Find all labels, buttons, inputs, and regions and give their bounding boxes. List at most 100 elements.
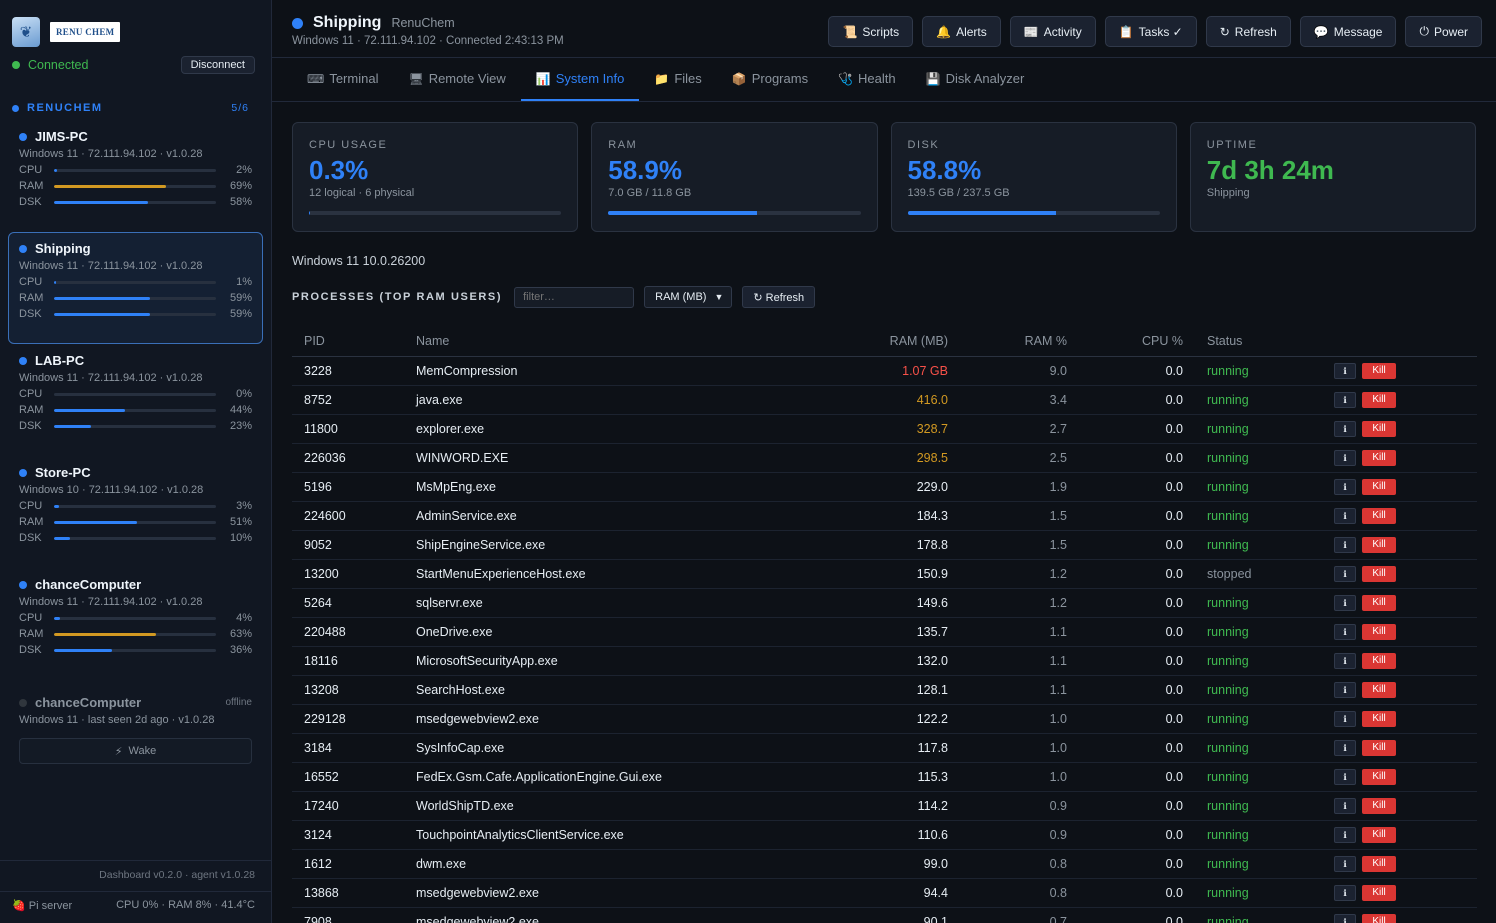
info-button[interactable]: ℹ — [1334, 594, 1356, 611]
kill-button[interactable]: Kill — [1362, 449, 1396, 466]
kill-button[interactable]: Kill — [1362, 768, 1396, 785]
tab-health[interactable]: 🩺 Health — [823, 58, 911, 101]
sort-select[interactable]: RAM (MB) ▼ — [644, 286, 733, 308]
cell-ram: 114.2 — [776, 791, 948, 821]
table-row[interactable]: 220488 OneDrive.exe 135.7 1.1 0.0 runnin… — [292, 617, 1477, 647]
kill-button[interactable]: Kill — [1362, 623, 1396, 640]
table-row[interactable]: 5196 MsMpEng.exe 229.0 1.9 0.0 running ℹ… — [292, 472, 1477, 502]
table-row[interactable]: 13868 msedgewebview2.exe 94.4 0.8 0.0 ru… — [292, 878, 1477, 908]
kill-button[interactable]: Kill — [1362, 884, 1396, 901]
refresh-button[interactable]: ↻ Refresh — [1205, 16, 1291, 47]
table-row[interactable]: 224600 AdminService.exe 184.3 1.5 0.0 ru… — [292, 501, 1477, 531]
ram-card: RAM 58.9% 7.0 GB / 11.8 GB — [591, 122, 878, 232]
info-button[interactable]: ℹ — [1334, 478, 1356, 495]
table-row[interactable]: 1612 dwm.exe 99.0 0.8 0.0 running ℹ Kill — [292, 849, 1477, 879]
kill-button[interactable]: Kill — [1362, 420, 1396, 437]
col-cpu-pct[interactable]: CPU % — [1067, 326, 1183, 357]
kill-button[interactable]: Kill — [1362, 913, 1396, 923]
power-button[interactable]: ⏻ Power — [1405, 16, 1482, 47]
info-button[interactable]: ℹ — [1334, 826, 1356, 843]
cell-ram: 416.0 — [776, 385, 948, 415]
info-button[interactable]: ℹ — [1334, 565, 1356, 582]
cell-actions: ℹ Kill — [1334, 356, 1477, 386]
metric-value: 63% — [229, 628, 252, 640]
online-dot-icon — [19, 580, 27, 589]
kill-button[interactable]: Kill — [1362, 565, 1396, 582]
kill-button[interactable]: Kill — [1362, 478, 1396, 495]
tab-disk-analyzer[interactable]: 💾 Disk Analyzer — [911, 58, 1040, 101]
kill-button[interactable]: Kill — [1362, 797, 1396, 814]
info-button[interactable]: ℹ — [1334, 739, 1356, 756]
info-button[interactable]: ℹ — [1334, 768, 1356, 785]
table-row[interactable]: 16552 FedEx.Gsm.Cafe.ApplicationEngine.G… — [292, 762, 1477, 792]
info-button[interactable]: ℹ — [1334, 884, 1356, 901]
info-button[interactable]: ℹ — [1334, 507, 1356, 524]
scripts-button[interactable]: 📜 Scripts — [828, 16, 914, 47]
kill-button[interactable]: Kill — [1362, 536, 1396, 553]
table-row[interactable]: 9052 ShipEngineService.exe 178.8 1.5 0.0… — [292, 530, 1477, 560]
kill-button[interactable]: Kill — [1362, 710, 1396, 727]
col-name[interactable]: Name — [416, 326, 776, 357]
kill-button[interactable]: Kill — [1362, 362, 1396, 379]
info-button[interactable]: ℹ — [1334, 536, 1356, 553]
machine-card-lab-pc[interactable]: LAB-PC Windows 11 · 72.111.94.102 · v1.0… — [8, 344, 263, 456]
info-button[interactable]: ℹ — [1334, 420, 1356, 437]
info-button[interactable]: ℹ — [1334, 391, 1356, 408]
info-button[interactable]: ℹ — [1334, 362, 1356, 379]
kill-button[interactable]: Kill — [1362, 826, 1396, 843]
tab-system-info[interactable]: 📊 System Info — [520, 58, 640, 101]
col-pid[interactable]: PID — [292, 326, 416, 357]
metric-bar — [54, 632, 216, 636]
alerts-button[interactable]: 🔔 Alerts — [922, 16, 1001, 47]
table-row[interactable]: 17240 WorldShipTD.exe 114.2 0.9 0.0 runn… — [292, 791, 1477, 821]
message-button[interactable]: 💬 Message — [1299, 16, 1397, 47]
kill-button[interactable]: Kill — [1362, 739, 1396, 756]
tasks-button[interactable]: 📋 Tasks ✓ — [1104, 16, 1197, 47]
tab-terminal[interactable]: ⌨ Terminal — [292, 58, 393, 101]
cell-pid: 3124 — [292, 820, 416, 850]
table-row[interactable]: 3124 TouchpointAnalyticsClientService.ex… — [292, 820, 1477, 850]
process-filter-input[interactable] — [514, 286, 635, 308]
machine-card-chancecomputer[interactable]: chanceComputer Windows 11 · 72.111.94.10… — [8, 568, 263, 680]
col-status[interactable]: Status — [1183, 326, 1334, 357]
table-row[interactable]: 13208 SearchHost.exe 128.1 1.1 0.0 runni… — [292, 675, 1477, 705]
activity-button[interactable]: 📰 Activity — [1009, 16, 1096, 47]
info-button[interactable]: ℹ — [1334, 652, 1356, 669]
table-row[interactable]: 226036 WINWORD.EXE 298.5 2.5 0.0 running… — [292, 443, 1477, 473]
col-ram-pct[interactable]: RAM % — [948, 326, 1067, 357]
kill-button[interactable]: Kill — [1362, 855, 1396, 872]
tab-remote-view[interactable]: 🖥 Remote View — [393, 58, 520, 101]
kill-button[interactable]: Kill — [1362, 391, 1396, 408]
info-button[interactable]: ℹ — [1334, 913, 1356, 923]
info-button[interactable]: ℹ — [1334, 710, 1356, 727]
kill-button[interactable]: Kill — [1362, 594, 1396, 611]
table-row[interactable]: 3228 MemCompression 1.07 GB 9.0 0.0 runn… — [292, 356, 1477, 386]
machine-card-store-pc[interactable]: Store-PC Windows 10 · 72.111.94.102 · v1… — [8, 456, 263, 568]
machine-card-shipping[interactable]: Shipping Windows 11 · 72.111.94.102 · v1… — [8, 232, 263, 344]
machine-card-offline[interactable]: chanceComputer offline Windows 11 · last… — [8, 686, 263, 775]
table-row[interactable]: 229128 msedgewebview2.exe 122.2 1.0 0.0 … — [292, 704, 1477, 734]
process-refresh-button[interactable]: ↻ Refresh — [742, 286, 816, 308]
kill-button[interactable]: Kill — [1362, 507, 1396, 524]
col-ram[interactable]: RAM (MB) — [776, 326, 948, 357]
table-row[interactable]: 11800 explorer.exe 328.7 2.7 0.0 running… — [292, 414, 1477, 444]
info-button[interactable]: ℹ — [1334, 449, 1356, 466]
group-header[interactable]: RENUCHEM 5/6 — [0, 102, 271, 114]
table-row[interactable]: 7908 msedgewebview2.exe 90.1 0.7 0.0 run… — [292, 907, 1477, 923]
wake-button[interactable]: ⚡ Wake — [19, 738, 252, 764]
table-row[interactable]: 5264 sqlservr.exe 149.6 1.2 0.0 running … — [292, 588, 1477, 618]
info-button[interactable]: ℹ — [1334, 797, 1356, 814]
table-row[interactable]: 8752 java.exe 416.0 3.4 0.0 running ℹ Kil… — [292, 385, 1477, 415]
info-button[interactable]: ℹ — [1334, 623, 1356, 640]
kill-button[interactable]: Kill — [1362, 681, 1396, 698]
tab-files[interactable]: 📁 Files — [639, 58, 716, 101]
table-row[interactable]: 18116 MicrosoftSecurityApp.exe 132.0 1.1… — [292, 646, 1477, 676]
kill-button[interactable]: Kill — [1362, 652, 1396, 669]
info-button[interactable]: ℹ — [1334, 681, 1356, 698]
disconnect-button[interactable]: Disconnect — [180, 56, 255, 74]
table-row[interactable]: 3184 SysInfoCap.exe 117.8 1.0 0.0 runnin… — [292, 733, 1477, 763]
table-row[interactable]: 13200 StartMenuExperienceHost.exe 150.9 … — [292, 559, 1477, 589]
info-button[interactable]: ℹ — [1334, 855, 1356, 872]
tab-programs[interactable]: 📦 Programs — [717, 58, 823, 101]
machine-card-jims-pc[interactable]: JIMS-PC Windows 11 · 72.111.94.102 · v1.… — [8, 120, 263, 232]
